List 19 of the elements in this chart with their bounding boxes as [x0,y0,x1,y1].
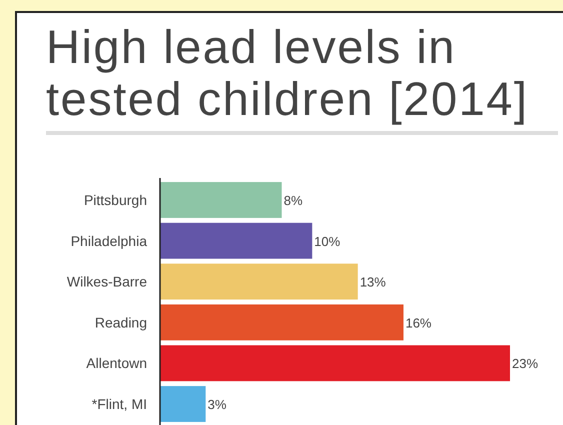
data-label: 13% [360,274,386,290]
y-tick-label: *Flint, MI [92,396,147,412]
bar [160,222,312,259]
bar [160,386,206,422]
bar [160,345,510,382]
data-label: 16% [405,315,432,330]
y-tick-label: Wilkes-Barre [66,274,148,290]
chart-title: High lead levels in tested children [2014] [46,20,528,125]
bar [160,264,358,300]
data-label: 8% [284,192,303,208]
data-label: 10% [314,234,341,249]
y-tick-label: Pittsburgh [84,192,147,208]
bar [160,182,282,218]
data-label: 3% [208,397,227,412]
bar [160,304,404,340]
y-tick-label: Allentown [86,355,147,372]
data-label: 23% [512,356,538,372]
y-tick-label: Philadelphia [70,232,148,249]
y-tick-label: Reading [94,314,147,330]
